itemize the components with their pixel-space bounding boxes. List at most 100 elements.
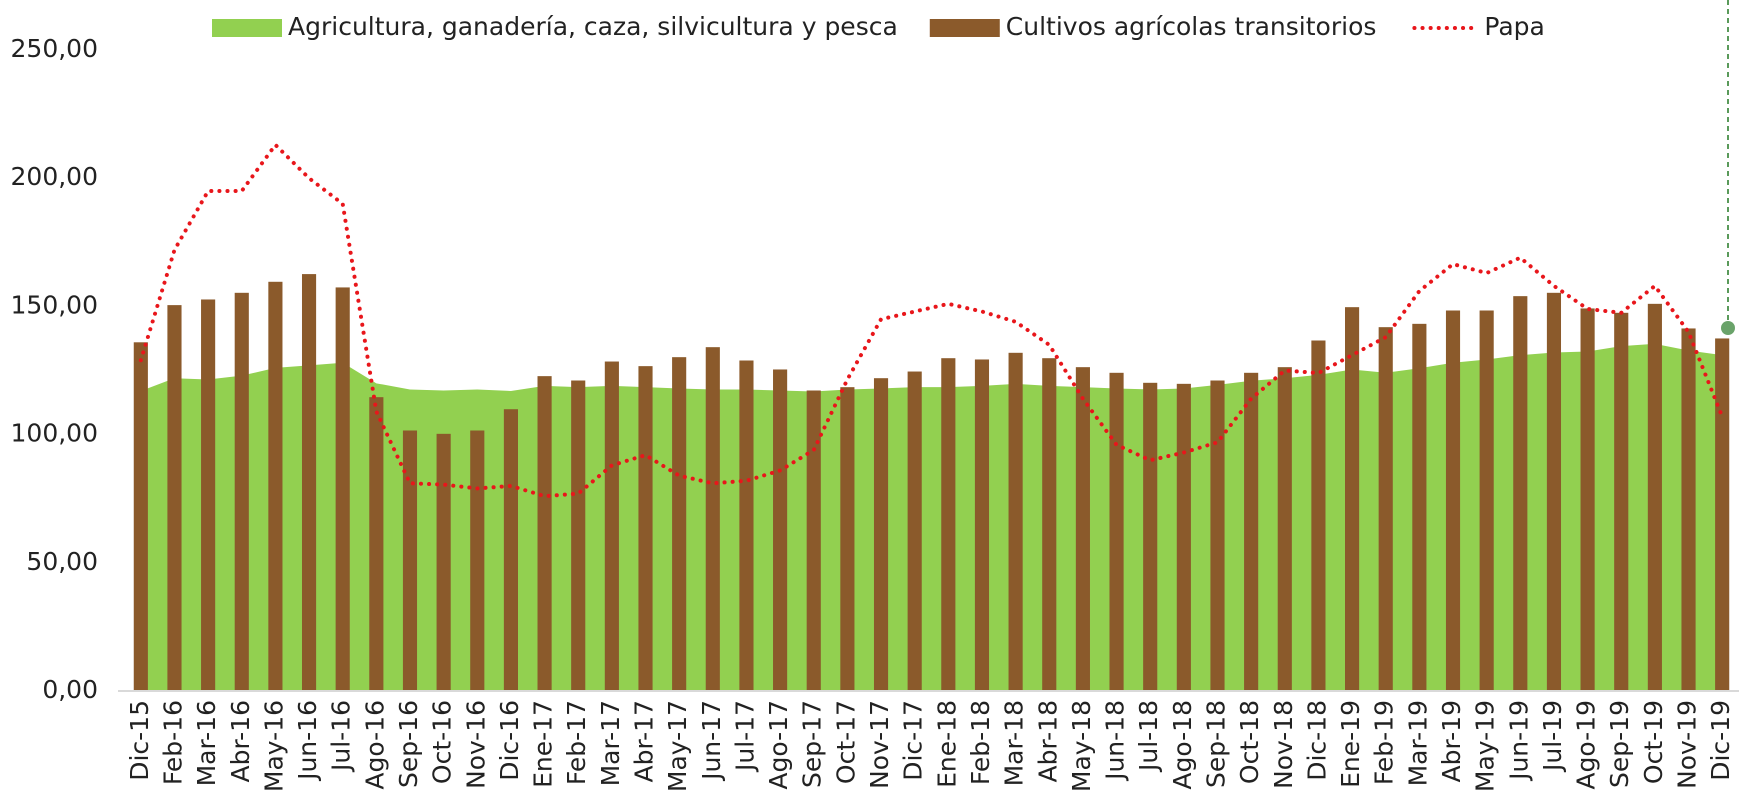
x-tick-label: Ene-18: [932, 700, 961, 788]
x-tick-label: Nov-19: [1673, 700, 1702, 789]
x-tick-label: Dic-15: [125, 700, 154, 781]
bar: [773, 369, 788, 691]
x-tick-label: Ago-16: [360, 700, 389, 790]
x-tick-label: May-16: [259, 700, 288, 792]
y-tick-label: 0,00: [42, 675, 98, 704]
x-tick-label: Feb-17: [562, 700, 591, 785]
bar: [201, 299, 216, 691]
x-tick-label: Sep-16: [394, 700, 423, 788]
x-tick-label: Ago-18: [1168, 700, 1197, 790]
x-tick-label: Sep-19: [1605, 700, 1634, 788]
x-tick-label: Dic-18: [1302, 700, 1331, 781]
x-tick-label: Feb-16: [158, 700, 187, 785]
bar: [1378, 327, 1393, 691]
y-tick-label: 150,00: [11, 290, 98, 319]
x-tick-label: Abr-17: [630, 700, 659, 782]
bar: [873, 378, 889, 691]
x-tick-label: Oct-19: [1639, 700, 1668, 784]
x-tick-label: Jul-18: [1134, 700, 1163, 773]
y-tick-label: 50,00: [26, 547, 98, 576]
bar: [1075, 367, 1090, 691]
bar: [604, 361, 619, 691]
x-tick-label: Abr-18: [1033, 700, 1062, 782]
y-tick-label: 250,00: [11, 34, 98, 63]
legend-swatch: [929, 19, 1000, 37]
x-tick-label: Mar-16: [192, 700, 221, 786]
legend-swatch: [212, 19, 282, 37]
x-tick-label: Ene-17: [529, 700, 558, 788]
bar: [1580, 308, 1595, 691]
x-tick-label: Oct-18: [1235, 700, 1264, 784]
line: [138, 142, 1725, 499]
x-tick-label: Abr-16: [226, 700, 255, 782]
y-tick-label: 100,00: [11, 419, 98, 448]
bar: [301, 274, 317, 691]
x-tick-label: Jul-17: [730, 700, 759, 773]
bar: [907, 371, 922, 691]
bar: [1647, 303, 1662, 691]
bar: [941, 358, 956, 691]
bar: [369, 397, 384, 691]
bar: [739, 360, 754, 691]
bar: [470, 430, 485, 691]
bar: [503, 409, 518, 691]
x-tick-label: Feb-18: [966, 700, 995, 785]
bar: [705, 347, 720, 691]
bar: [1614, 312, 1629, 691]
x-tick-label: Abr-19: [1437, 700, 1466, 782]
y-tick-label: 200,00: [11, 162, 98, 191]
x-tick-label: Ago-17: [764, 700, 793, 790]
bar: [335, 287, 350, 691]
bar: [672, 357, 687, 691]
bar: [638, 366, 653, 691]
bar: [1143, 382, 1158, 691]
bar: [436, 433, 451, 691]
bar: [268, 281, 283, 691]
x-tick-label: Mar-18: [1000, 700, 1029, 786]
x-tick-label: Ene-19: [1336, 700, 1365, 788]
bar: [1210, 380, 1225, 691]
x-tick-label: May-19: [1471, 700, 1500, 792]
x-tick-label: Jul-19: [1538, 700, 1567, 773]
bar: [1681, 328, 1696, 691]
bar: [974, 359, 990, 691]
bar: [1546, 292, 1562, 691]
bar: [840, 387, 855, 691]
bar: [806, 390, 821, 691]
bar: [133, 342, 148, 691]
bar: [571, 380, 586, 691]
x-tick-label: Dic-19: [1706, 700, 1735, 781]
bar: [402, 430, 418, 691]
x-tick-label: Oct-16: [428, 700, 457, 784]
x-tick-label: Jun-18: [1101, 700, 1130, 782]
x-tick-label: May-17: [663, 700, 692, 792]
bar: [537, 376, 552, 691]
bar: [1311, 340, 1326, 691]
legend-label: Agricultura, ganadería, caza, silvicultu…: [288, 12, 898, 41]
bar: [1479, 310, 1494, 691]
annotation-dot: [1721, 321, 1735, 335]
x-tick-label: Dic-17: [899, 700, 928, 781]
bar: [1412, 323, 1427, 691]
x-tick-label: Sep-17: [798, 700, 827, 788]
bar: [1042, 358, 1057, 691]
x-tick-label: Feb-19: [1370, 700, 1399, 785]
bar: [1244, 372, 1259, 691]
x-tick-label: Oct-17: [831, 700, 860, 784]
bar: [1277, 367, 1292, 691]
x-tick-label: Jun-16: [293, 700, 322, 782]
bar: [167, 305, 182, 691]
bar: [1109, 372, 1124, 691]
x-tick-label: Jun-19: [1504, 700, 1533, 782]
x-tick-label: Dic-16: [495, 700, 524, 781]
bar: [234, 292, 249, 691]
bar: [1445, 310, 1461, 691]
legend-label: Papa: [1484, 12, 1544, 41]
x-tick-label: Mar-19: [1403, 700, 1432, 786]
area: [140, 343, 1723, 691]
bar: [1715, 338, 1730, 691]
x-tick-label: Nov-18: [1269, 700, 1298, 789]
bar: [1008, 352, 1023, 691]
